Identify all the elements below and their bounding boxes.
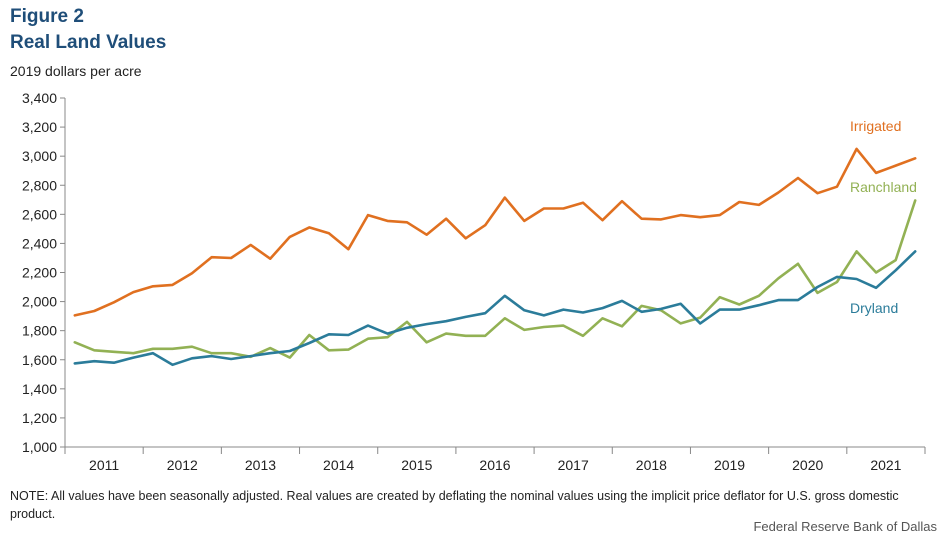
source-credit: Federal Reserve Bank of Dallas [753,519,937,534]
series-layer [73,147,917,367]
y-tick-label: 3,000 [22,148,57,164]
series-label-irrigated: Irrigated [850,118,901,134]
x-tick-label: 2017 [558,457,589,473]
x-tick-label: 2018 [636,457,667,473]
series-line-irrigated [73,147,917,317]
y-axis-unit-label: 2019 dollars per acre [10,63,142,79]
figure-label: Figure 2 [10,6,84,27]
series-label-ranchland: Ranchland [850,179,917,195]
y-tick-label: 2,000 [22,294,57,310]
line-chart: 1,000 1,200 1,400 1,600 1,800 2,000 2,200 2,400… [22,90,926,473]
x-tick-label: 2016 [479,457,510,473]
x-tick-label: 2013 [245,457,276,473]
y-tick-label: 2,600 [22,206,57,222]
y-tick-label: 2,400 [22,235,57,251]
y-tick-label: 1,800 [22,323,57,339]
chart-axes: 1,000 1,200 1,400 1,600 1,800 2,000 2,200 2,400… [22,90,926,473]
y-tick-label: 1,000 [22,439,57,455]
x-tick-label: 2012 [167,457,198,473]
chart-title: Real Land Values [10,32,167,53]
x-tick-label: 2021 [870,457,901,473]
series-label-dryland: Dryland [850,300,898,316]
y-tick-label: 2,800 [22,177,57,193]
series-line-ranchland [73,199,917,359]
x-tick-label: 2015 [401,457,432,473]
x-tick-label: 2014 [323,457,354,473]
x-tick-label: 2019 [714,457,745,473]
series-labels: Irrigated Ranchland Dryland [850,118,917,316]
x-tick-label: 2020 [792,457,823,473]
y-tick-label: 1,400 [22,381,57,397]
y-tick-label: 3,400 [22,90,57,106]
x-tick-label: 2011 [89,457,119,473]
y-tick-label: 2,200 [22,265,57,281]
series-line-dryland [73,250,917,367]
y-tick-label: 1,600 [22,352,57,368]
chart-note: NOTE: All values have been seasonally ad… [10,489,899,521]
y-tick-label: 1,200 [22,410,57,426]
y-tick-label: 3,200 [22,119,57,135]
